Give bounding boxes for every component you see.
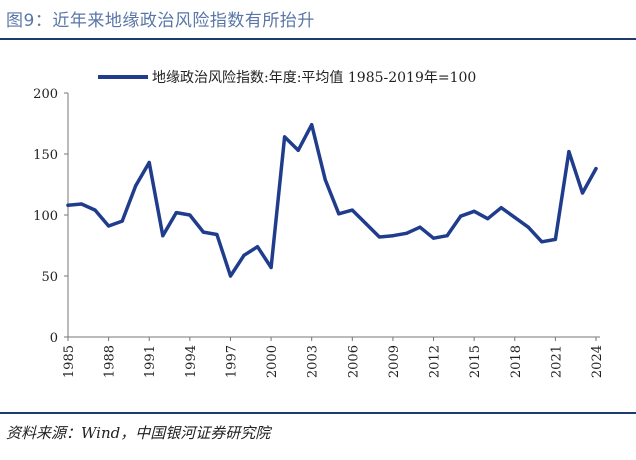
data-point: [228, 274, 233, 278]
data-point: [499, 206, 503, 210]
title-rule: [0, 38, 636, 40]
x-ticks: 1985 1988 1991 1994 1997 2000 2003 2006 2009 2012…: [62, 337, 605, 378]
x-tick-label: 2024: [590, 345, 605, 378]
data-point: [580, 191, 585, 195]
x-tick-label: 2015: [468, 345, 483, 378]
x-tick-label: 2000: [265, 345, 280, 378]
data-point: [445, 234, 449, 238]
y-ticks: 0 50 100 150 200: [33, 87, 68, 346]
y-tick-label: 200: [33, 87, 58, 102]
data-point: [188, 213, 192, 217]
x-tick-label: 2012: [428, 345, 443, 378]
data-point: [107, 224, 111, 228]
data-point: [323, 178, 327, 182]
data-point: [283, 135, 287, 139]
x-tick-label: 2018: [509, 345, 524, 378]
source-note: 资料来源：Wind，中国银河证券研究院: [6, 424, 271, 442]
data-point: [513, 215, 517, 220]
series-line: [66, 122, 598, 278]
data-point: [66, 203, 70, 207]
data-point: [364, 221, 368, 226]
legend: 地缘政治风险指数:年度:平均值 1985-2019年=100: [98, 70, 476, 86]
data-point: [486, 217, 490, 221]
x-tick-label: 1997: [224, 345, 239, 378]
legend-label: 地缘政治风险指数:年度:平均值 1985-2019年=100: [152, 70, 476, 86]
data-point: [431, 236, 436, 240]
x-tick-label: 1985: [62, 345, 77, 378]
x-tick-label: 1988: [103, 345, 118, 378]
data-point: [418, 225, 422, 229]
data-point: [79, 202, 84, 206]
data-point: [93, 208, 97, 212]
data-point: [215, 232, 219, 237]
source-rule: [0, 412, 636, 414]
data-point: [350, 208, 354, 212]
y-tick-label: 150: [33, 148, 58, 163]
data-point: [161, 234, 165, 238]
data-point: [120, 219, 124, 223]
data-point: [242, 253, 246, 257]
y-tick-label: 0: [50, 331, 58, 346]
x-tick-label: 1991: [143, 345, 158, 378]
y-tick-label: 50: [41, 270, 58, 285]
data-point: [296, 148, 300, 152]
data-point: [310, 123, 314, 127]
x-tick-label: 2003: [306, 345, 321, 378]
data-point: [134, 184, 138, 188]
data-point: [255, 245, 260, 249]
x-tick-label: 2009: [387, 345, 402, 378]
data-point: [201, 230, 205, 234]
data-point: [174, 210, 178, 215]
data-point: [377, 235, 381, 239]
data-point: [269, 265, 273, 270]
data-point: [391, 234, 395, 238]
data-point: [147, 160, 151, 165]
data-point: [404, 231, 409, 235]
x-tick-label: 1994: [184, 345, 199, 378]
x-tick-label: 2006: [346, 345, 361, 378]
data-point: [540, 240, 544, 244]
figure-title: 图9：近年来地缘政治风险指数有所抬升: [6, 11, 315, 31]
data-point: [553, 237, 557, 241]
series-group: [66, 122, 598, 278]
line-chart: 地缘政治风险指数:年度:平均值 1985-2019年=100 0 50 100 150…: [33, 70, 605, 378]
y-tick-label: 100: [33, 209, 58, 224]
data-point: [526, 225, 530, 229]
data-point: [337, 212, 341, 216]
data-point: [459, 214, 463, 218]
x-tick-label: 2021: [549, 345, 564, 378]
data-point: [594, 167, 598, 171]
data-point: [472, 209, 476, 213]
data-point: [567, 149, 571, 154]
